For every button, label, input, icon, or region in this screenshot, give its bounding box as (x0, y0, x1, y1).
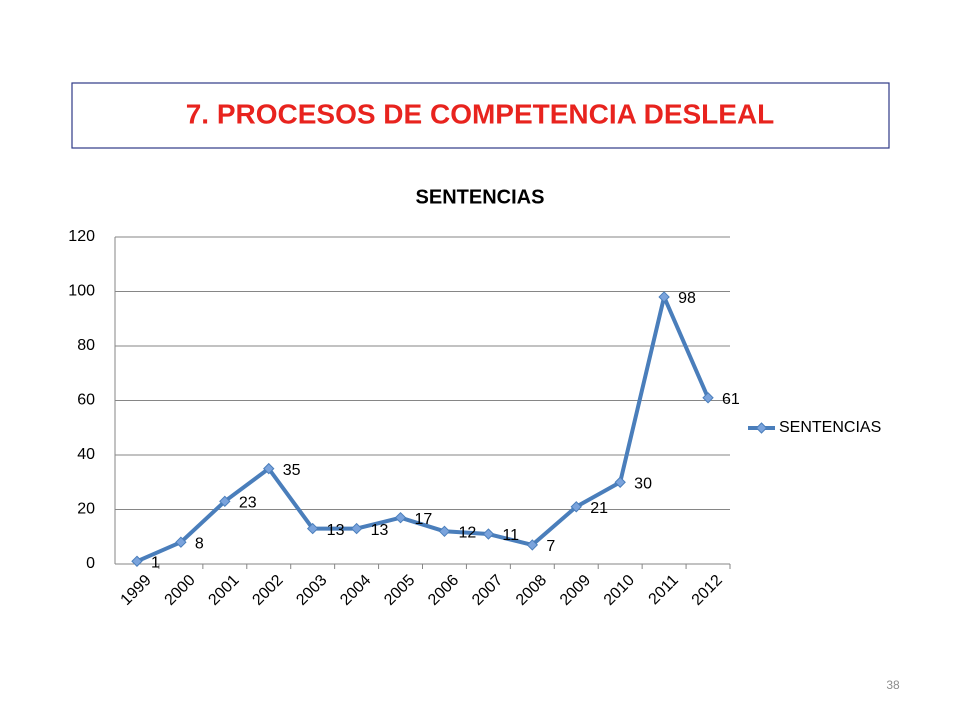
data-label: 61 (722, 391, 740, 408)
x-tick-label: 2005 (381, 572, 418, 609)
slide-title: 7. PROCESOS DE COMPETENCIA DESLEAL (186, 98, 775, 129)
line (136, 294, 710, 564)
data-label: 7 (546, 538, 555, 555)
marker (570, 501, 582, 513)
marker (614, 476, 626, 488)
marker (219, 495, 231, 508)
data-label: 1 (151, 554, 160, 571)
x-tick-label: 2001 (205, 572, 242, 609)
y-tick-label: 120 (68, 228, 95, 245)
x-tick-label: 2010 (601, 572, 638, 609)
marker (482, 528, 495, 540)
legend-marker (755, 422, 768, 434)
x-tick-label: 2003 (293, 572, 330, 609)
data-label: 21 (590, 500, 608, 517)
x-tick-label: 2008 (513, 572, 550, 609)
marker (658, 291, 670, 303)
x-tick-label: 2012 (689, 572, 726, 609)
marker (526, 539, 539, 551)
data-label: 23 (239, 495, 257, 512)
marker (306, 522, 319, 535)
x-tick-label: 2011 (646, 572, 682, 608)
marker (131, 555, 143, 567)
x-tick-label: 2009 (557, 572, 594, 609)
data-label: 35 (283, 462, 301, 479)
y-tick-label: 20 (77, 501, 95, 518)
data-label: 12 (458, 525, 476, 542)
data-label: 8 (195, 535, 204, 552)
chart-title: SENTENCIAS (416, 186, 545, 208)
page-number: 38 (886, 678, 900, 692)
y-tick-label: 80 (77, 337, 95, 354)
data-label: 17 (415, 511, 433, 528)
y-tick-label: 100 (68, 283, 95, 300)
title-box (71, 82, 890, 149)
data-label: 13 (327, 522, 345, 539)
marker (702, 392, 714, 404)
marker (394, 511, 407, 524)
marker (350, 522, 363, 535)
marker (175, 536, 187, 548)
legend-label: SENTENCIAS (779, 419, 881, 436)
data-label: 98 (678, 290, 696, 307)
x-tick-label: 2004 (337, 572, 374, 609)
x-tick-label: 1999 (118, 572, 155, 609)
x-tick-label: 2000 (162, 572, 199, 609)
marker (438, 525, 451, 538)
y-tick-label: 40 (77, 446, 95, 463)
x-tick-label: 2006 (425, 572, 462, 609)
data-label: 30 (634, 475, 652, 492)
x-tick-label: 2002 (249, 572, 286, 609)
y-tick-label: 0 (86, 555, 95, 572)
marker (263, 462, 275, 475)
y-tick-label: 60 (77, 392, 95, 409)
data-label: 11 (502, 527, 519, 544)
data-label: 13 (371, 522, 389, 539)
x-tick-label: 2007 (469, 572, 506, 609)
